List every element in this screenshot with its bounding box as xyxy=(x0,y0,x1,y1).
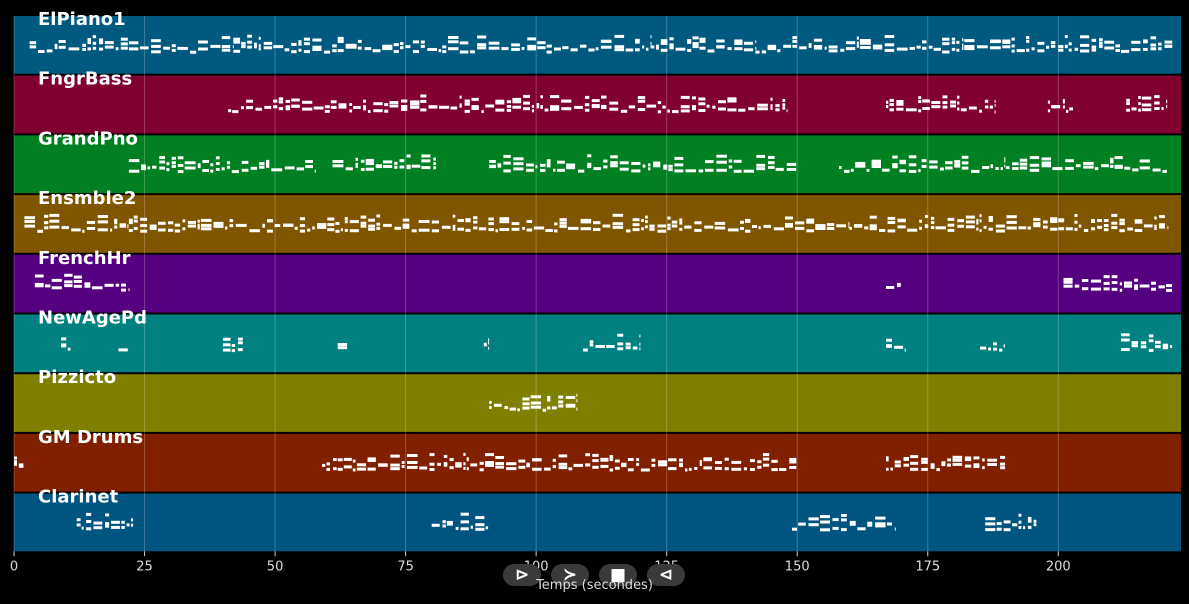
track-name-label: FngrBass xyxy=(38,69,132,90)
note-layer xyxy=(14,34,1173,532)
note-segment xyxy=(233,34,337,54)
note-segment xyxy=(442,35,546,54)
note-segment xyxy=(985,513,1037,532)
note-segment xyxy=(61,337,71,351)
track-name-label: Clarinet xyxy=(38,487,119,508)
note-segment xyxy=(980,342,1005,352)
note-segment xyxy=(886,338,906,352)
note-segment xyxy=(1063,275,1173,292)
note-segment xyxy=(583,333,641,352)
note-segment xyxy=(886,95,996,114)
note-segment xyxy=(228,94,788,114)
note-segment xyxy=(327,213,744,233)
track-name-label: Ensmble2 xyxy=(38,188,136,209)
note-segment xyxy=(1121,333,1173,352)
note-segment xyxy=(128,36,234,54)
note-segment xyxy=(34,273,130,292)
track-labels: ElPiano1 FngrBass GrandPno Ensmble2 FrenchHr… xyxy=(38,9,147,508)
track-lane xyxy=(14,314,1181,373)
x-tick-label: 175 xyxy=(915,559,940,574)
x-tick-label: 25 xyxy=(136,559,153,574)
note-segment xyxy=(546,34,652,54)
note-segment xyxy=(1126,95,1168,112)
note-segment xyxy=(489,154,797,173)
note-segment xyxy=(651,36,757,53)
note-segment xyxy=(849,214,1058,233)
play-button[interactable]: ≻ xyxy=(551,564,589,586)
note-segment xyxy=(489,393,578,412)
x-tick-label: 200 xyxy=(1046,559,1071,574)
note-segment xyxy=(222,337,243,353)
track-lane xyxy=(14,254,1181,313)
note-segment xyxy=(964,35,1068,53)
note-segment xyxy=(337,36,442,54)
track-lane xyxy=(14,135,1181,194)
note-segment xyxy=(118,348,128,352)
note-segment xyxy=(431,512,489,531)
note-segment xyxy=(128,156,316,174)
track-lanes xyxy=(14,16,1181,552)
x-tick-label: 150 xyxy=(785,559,810,574)
note-segment xyxy=(1047,99,1073,113)
x-tick-label: 75 xyxy=(397,559,414,574)
note-segment xyxy=(792,514,896,532)
track-name-label: NewAgePd xyxy=(38,308,147,329)
forward-button[interactable]: ⊲ xyxy=(647,564,685,586)
track-name-label: FrenchHr xyxy=(38,248,131,269)
track-name-label: GM Drums xyxy=(38,427,143,448)
x-tick-label: 50 xyxy=(267,559,284,574)
note-segment xyxy=(332,154,436,171)
track-name-label: GrandPno xyxy=(38,128,138,149)
note-segment xyxy=(745,216,850,233)
note-segment xyxy=(1121,36,1173,53)
note-segment xyxy=(76,512,134,531)
note-segment xyxy=(322,458,337,471)
note-segment xyxy=(839,155,1006,173)
stop-button[interactable]: ■ xyxy=(599,564,637,586)
note-segment xyxy=(886,455,1006,472)
x-tick-label: 0 xyxy=(10,559,18,574)
track-lane xyxy=(14,16,1181,74)
note-segment xyxy=(1058,213,1169,233)
track-lane xyxy=(14,374,1181,432)
note-segment xyxy=(29,35,128,53)
track-lane xyxy=(14,433,1181,492)
note-segment xyxy=(859,35,964,54)
track-name-label: ElPiano1 xyxy=(38,9,126,30)
note-segment xyxy=(886,282,901,289)
note-segment xyxy=(337,343,348,350)
note-segment xyxy=(1068,35,1120,53)
note-segment xyxy=(755,36,859,54)
track-name-label: Pizzicto xyxy=(38,367,116,388)
note-segment xyxy=(128,215,327,233)
note-segment xyxy=(483,338,490,350)
note-segment xyxy=(24,213,129,233)
note-segment xyxy=(337,452,797,472)
note-segment xyxy=(1006,156,1167,173)
rewind-button[interactable]: ⊳ xyxy=(503,564,541,586)
note-segment xyxy=(14,456,24,468)
